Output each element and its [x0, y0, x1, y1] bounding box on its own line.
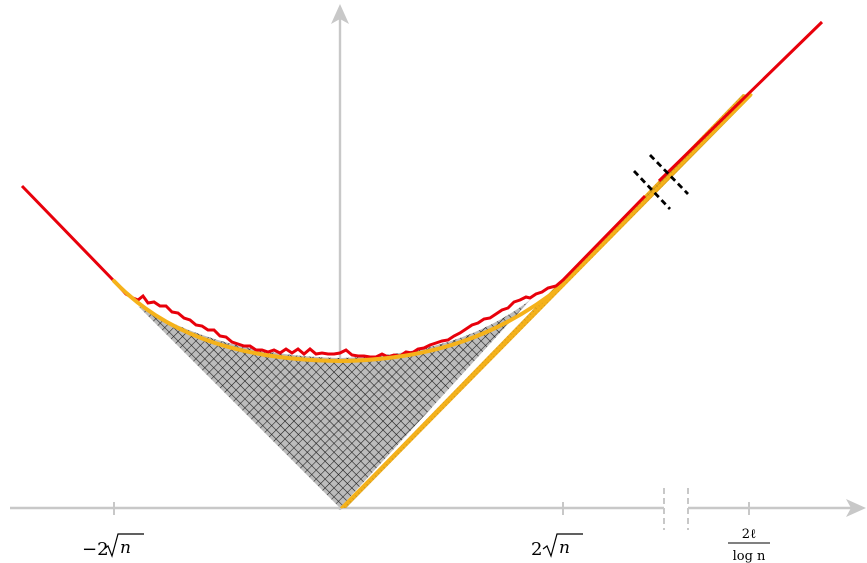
- tick-label-2sqrtn-coef: 2: [531, 539, 542, 560]
- tick-label-2sqrtn: 2 n: [531, 533, 583, 560]
- tick-label-neg-2sqrtn: −2 n: [82, 533, 144, 560]
- tick-label-denominator: log n: [733, 549, 766, 563]
- diagonal-break-marks: [632, 154, 690, 210]
- limit-shape-right-edge: [340, 93, 753, 509]
- x-axis-arrowhead: [846, 499, 866, 517]
- limit-shape-curve: [112, 279, 565, 364]
- young-diagram-grid-region: [138, 300, 530, 508]
- tick-label-neg-2sqrtn-coef: −2: [82, 539, 109, 560]
- tick-label-neg-2sqrtn-radicand: n: [120, 538, 131, 558]
- axes: [10, 4, 866, 530]
- tick-label-2l-over-logn: 2ℓ log n: [728, 527, 770, 563]
- tick-label-2sqrtn-radicand: n: [559, 538, 570, 558]
- x-ticks: [113, 502, 750, 515]
- tick-label-numerator: 2ℓ: [742, 527, 757, 542]
- y-axis-arrowhead: [331, 4, 349, 24]
- outer-boundary-curve: [20, 20, 824, 359]
